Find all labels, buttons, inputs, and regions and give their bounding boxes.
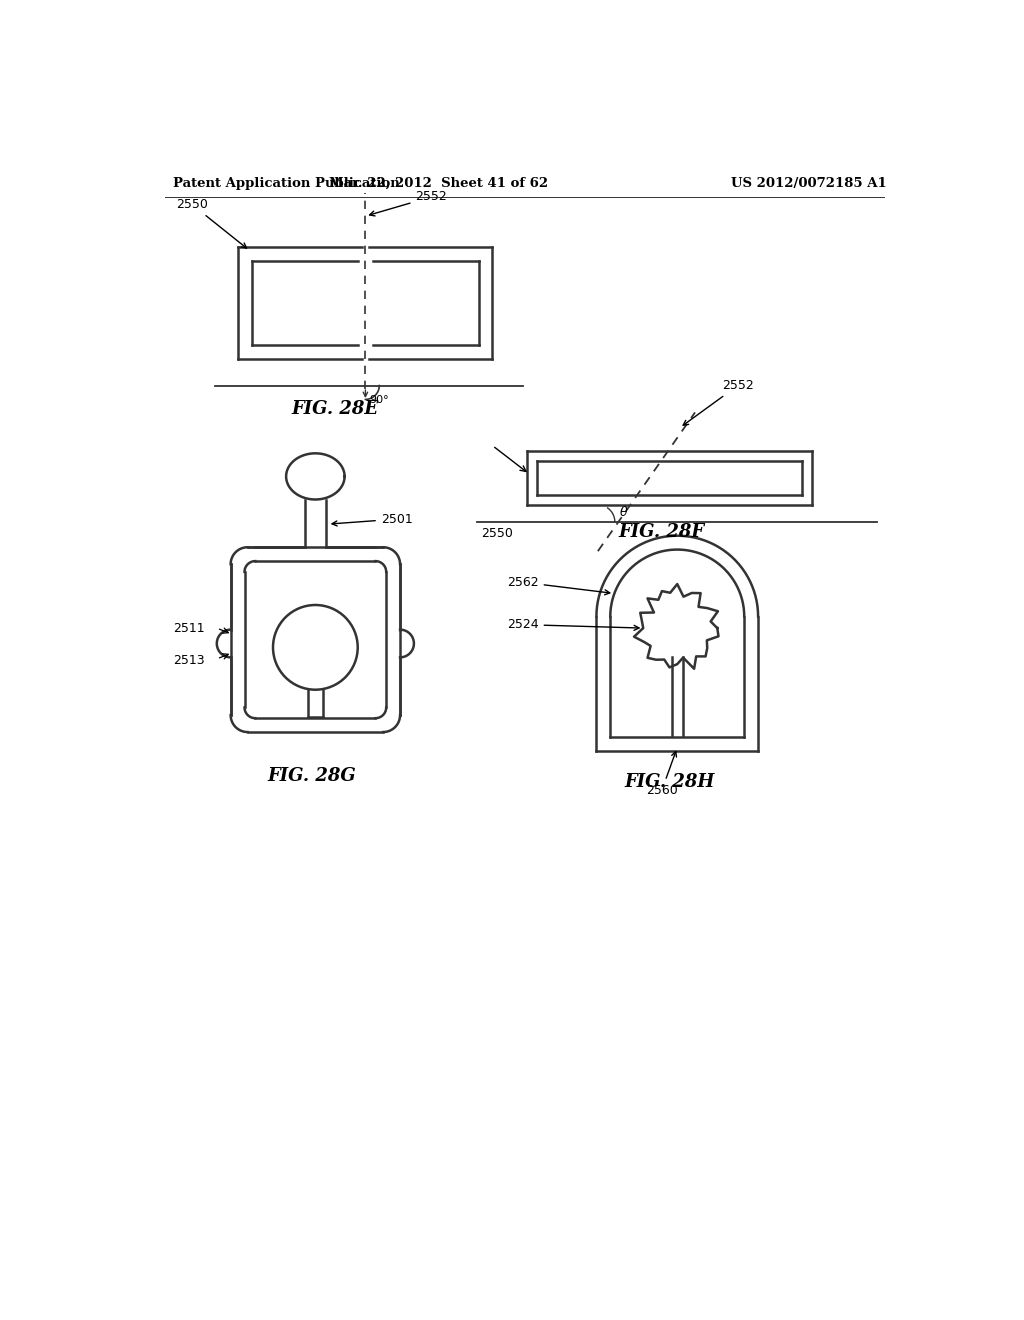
Text: 2524: 2524 (507, 618, 639, 631)
Text: θ: θ (620, 507, 627, 520)
Text: Mar. 22, 2012  Sheet 41 of 62: Mar. 22, 2012 Sheet 41 of 62 (329, 177, 548, 190)
Text: 2552: 2552 (683, 379, 754, 425)
Text: US 2012/0072185 A1: US 2012/0072185 A1 (731, 177, 887, 190)
Text: FIG. 28H: FIG. 28H (625, 774, 715, 791)
Text: FIG. 28G: FIG. 28G (267, 767, 356, 785)
Text: 2562: 2562 (507, 576, 610, 595)
Text: 2552: 2552 (370, 190, 447, 216)
Text: FIG. 28E: FIG. 28E (291, 400, 378, 417)
Text: 2511: 2511 (173, 622, 205, 635)
Text: 2550: 2550 (481, 527, 513, 540)
Text: 90°: 90° (370, 395, 389, 405)
Text: Patent Application Publication: Patent Application Publication (173, 177, 399, 190)
Text: FIG. 28F: FIG. 28F (618, 523, 705, 541)
Text: 2501: 2501 (332, 512, 413, 525)
Text: 2560: 2560 (646, 751, 678, 797)
Text: 2550: 2550 (176, 198, 247, 248)
Text: 2513: 2513 (173, 653, 205, 667)
